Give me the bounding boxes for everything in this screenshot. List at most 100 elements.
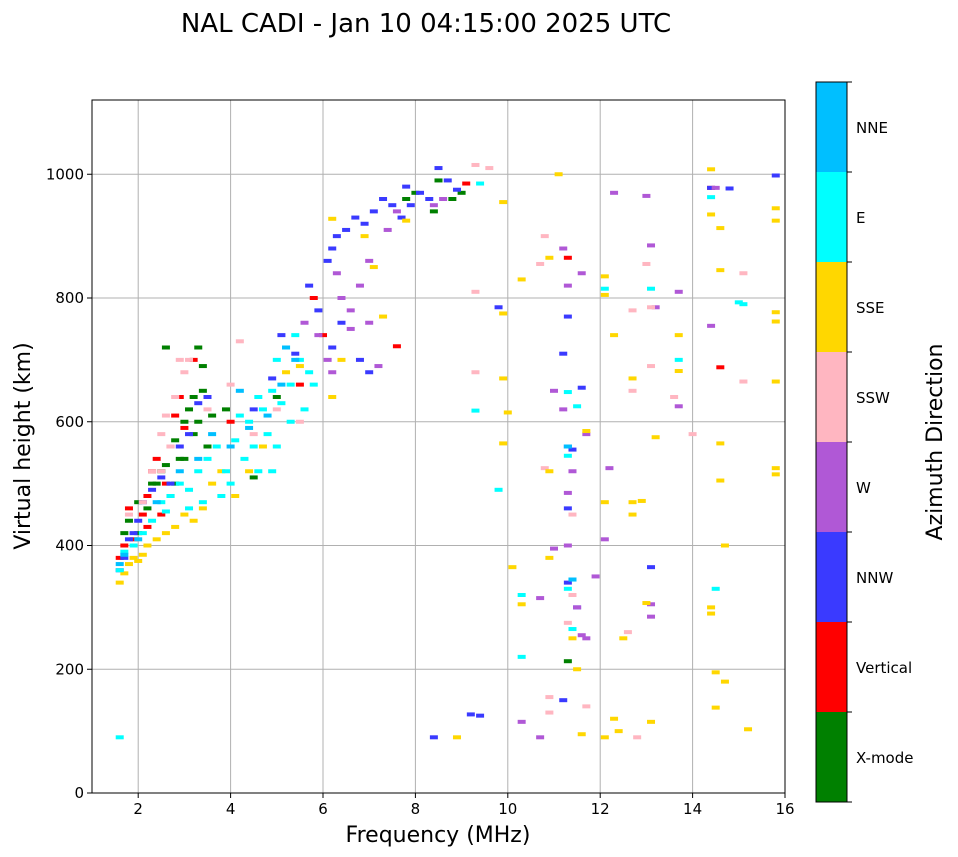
point-ssw [249,432,258,437]
point-sse [711,705,720,710]
point-ssw [568,512,577,517]
point-e [161,509,170,514]
point-e [217,494,226,498]
point-e [115,735,124,740]
point-w [582,636,591,641]
point-sse [614,729,623,734]
point-w [600,537,609,542]
point-e [734,300,743,305]
point-e [115,568,124,573]
x-tick-label: 6 [318,800,328,818]
point-nnw [466,712,475,717]
point-e [272,357,281,362]
colorbar-tick-label: E [856,209,865,227]
colorbar-segment [816,262,847,352]
point-nnw [494,305,503,310]
point-sse [545,469,554,474]
point-sse [771,379,780,384]
colorbar-segment [816,442,847,532]
point-nne [263,413,272,418]
point-w [300,320,309,325]
point-sse [503,410,512,415]
point-x-mode [221,407,230,412]
point-e [129,543,138,548]
point-ssw [540,466,549,471]
point-e [268,469,277,474]
point-nnw [120,555,129,560]
point-e [166,494,175,498]
point-sse [582,429,591,434]
point-e [254,395,263,399]
point-sse [129,555,138,560]
point-sse [573,667,582,672]
colorbar-segment [816,532,847,622]
point-sse [771,466,780,471]
point-vertical [180,425,189,430]
point-e [286,419,295,424]
point-w [582,432,591,437]
point-sse [517,277,526,282]
point-vertical [392,344,401,349]
point-x-mode [203,444,212,449]
point-e [254,469,263,474]
point-nnw [563,506,572,511]
point-nnw [268,376,277,381]
point-nnw [134,518,143,523]
point-e [198,500,207,505]
point-ssw [633,735,642,740]
point-sse [360,234,369,239]
colorbar-segment [816,712,847,802]
point-ssw [471,370,480,375]
point-ssw [582,704,591,709]
point-sse [115,580,124,585]
point-sse [545,555,554,560]
point-nnw [355,357,364,362]
point-vertical [138,512,147,517]
point-vertical [157,512,166,517]
point-nnw [568,447,577,452]
point-e [309,382,318,387]
point-e [203,456,212,461]
point-w [392,209,401,214]
point-vertical [115,555,124,560]
point-sse [217,469,226,474]
point-sse [568,636,577,641]
colorbar: X-mode Vertical NNW W SSW SSE E NNE [815,81,913,803]
point-w [374,364,383,369]
point-nnw [332,234,341,239]
point-e [120,549,129,554]
point-nnw [647,565,656,570]
colorbar-tick-label: NNE [856,119,888,137]
point-sse [716,226,725,231]
point-e [494,487,503,492]
point-nne [235,388,244,393]
point-w [383,227,392,232]
point-ssw [485,166,494,171]
point-w [536,735,545,740]
point-w [573,605,582,610]
point-w [559,407,568,412]
point-w [610,190,619,195]
point-sse [231,494,240,498]
point-sse [651,435,660,440]
point-sse [628,512,637,517]
point-w [647,602,656,607]
point-nnw [452,187,461,192]
point-sse [637,498,646,503]
point-nnw [476,713,485,718]
point-nne [226,444,235,449]
point-sse [716,478,725,483]
point-vertical [462,181,471,186]
point-w [651,305,660,310]
y-tick-label: 1000 [46,165,84,183]
point-sse [707,605,716,610]
point-e [221,469,230,474]
point-sse [716,441,725,446]
point-vertical [226,419,235,424]
point-x-mode [457,190,466,195]
colorbar-segment [816,172,847,262]
point-sse [674,369,683,374]
colorbar-tick-label: NNW [856,569,893,587]
point-vertical [171,413,180,418]
point-vertical [309,296,318,300]
